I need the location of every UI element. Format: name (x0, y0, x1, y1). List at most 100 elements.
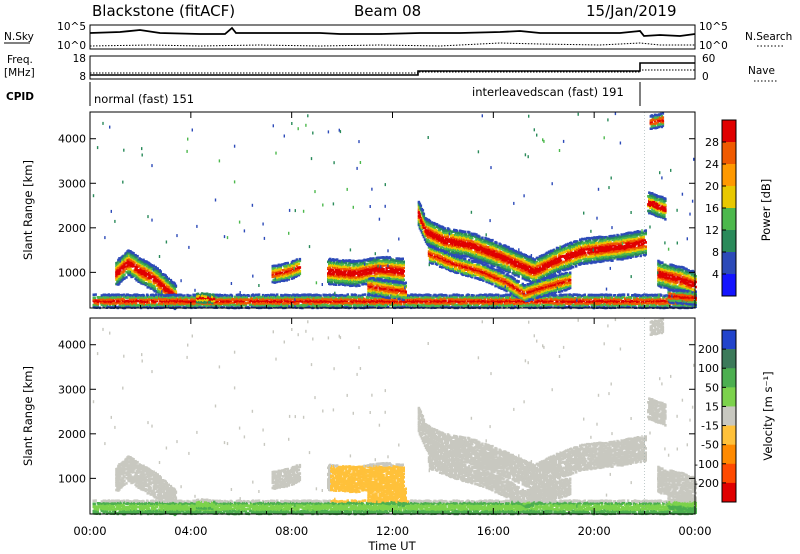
power-cell-857 (148, 303, 151, 307)
power-cell-1940 (353, 301, 357, 304)
power-cell-4921 (404, 290, 407, 294)
power-cell-470 (164, 285, 167, 289)
power-cell-1997 (363, 293, 367, 296)
power-cell-309 (147, 277, 150, 281)
power-cell-2014 (367, 303, 371, 307)
power-cell-2391 (439, 302, 442, 305)
power-cell-2118 (387, 302, 390, 305)
power-cell-3947 (298, 257, 302, 261)
power-cell-474 (164, 274, 167, 277)
power-cell-152 (130, 261, 133, 265)
power-cell-202 (136, 268, 139, 272)
noise-right-tick-top: 10^5 (699, 21, 728, 33)
power-cell-2447 (451, 305, 454, 309)
power-cell-1360 (242, 293, 246, 297)
power-cell-2393 (439, 295, 442, 299)
power-cell-1061 (186, 298, 189, 301)
power-cell-1298 (230, 301, 234, 305)
beam-label: Beam 08 (354, 2, 421, 20)
power-cell-2490 (459, 304, 462, 307)
power-cell-1334 (237, 293, 241, 296)
power-cell-1650 (299, 295, 302, 299)
power-cell-1987 (361, 293, 365, 297)
power-cell-574 (174, 292, 178, 295)
power-cell-2363 (433, 295, 436, 298)
power-cell-2349 (431, 306, 434, 309)
power-cell-1135 (199, 303, 202, 307)
power-cell-1260 (223, 293, 226, 297)
power-cell-4492 (382, 268, 385, 271)
power-cell-758 (127, 296, 131, 299)
power-cell-160 (131, 272, 134, 275)
power-cell-2016 (367, 295, 371, 298)
power-cell-2423 (445, 294, 448, 298)
power-cell-712 (118, 294, 122, 297)
power-cell-1301 (230, 294, 234, 297)
power-cell-1792 (326, 301, 329, 304)
power-cell-2229 (408, 298, 411, 301)
power-cell-1433 (257, 293, 261, 296)
power-cell-2481 (457, 303, 460, 307)
power-cell-2300 (421, 301, 424, 305)
power-cell-635 (104, 293, 107, 297)
power-cell-1291 (229, 304, 233, 307)
power-cell-1370 (244, 294, 248, 297)
power-cell-168 (132, 264, 135, 268)
power-cell-3943 (298, 272, 302, 276)
power-cell-2516 (463, 298, 466, 301)
power-cell-2588 (477, 297, 481, 301)
power-cell-178 (133, 261, 136, 264)
power-cell-751 (126, 303, 130, 307)
power-cell-1238 (219, 300, 222, 303)
power-cell-128 (128, 271, 131, 275)
power-cell-2107 (384, 301, 388, 304)
power-cell-1739 (315, 293, 318, 297)
power-cell-609 (98, 296, 101, 299)
power-cell-816 (138, 296, 142, 299)
power-cell-1744 (317, 304, 320, 307)
power-cell-224 (138, 262, 141, 266)
power-cell-2578 (475, 301, 479, 305)
power-cell-1518 (274, 306, 277, 309)
power-cell-1575 (284, 296, 287, 299)
power-cell-220 (138, 273, 141, 276)
power-cell-1245 (220, 296, 223, 299)
power-cell-583 (92, 293, 95, 297)
power-cell-1947 (354, 297, 358, 301)
power-cell-1949 (354, 293, 358, 297)
power-cell-2054 (374, 298, 378, 302)
power-cell-3761 (213, 294, 216, 298)
power-cell-2574 (474, 298, 478, 301)
power-cell-305 (147, 285, 150, 289)
power-cell-404 (157, 272, 160, 276)
power-cell-263 (142, 281, 145, 284)
power-cell-4171 (349, 267, 352, 270)
power-cell-151 (130, 263, 133, 266)
power-cell-1501 (270, 298, 273, 301)
power-cell-2079 (379, 298, 383, 301)
power-cell-330 (149, 276, 152, 280)
nave-right-tick-bottom: 0 (702, 71, 709, 83)
power-cell-4517 (385, 267, 388, 270)
power-cell-1699 (308, 298, 311, 301)
power-cell-2581 (476, 304, 480, 307)
power-cell-1448 (260, 296, 264, 300)
power-cell-2311 (423, 293, 426, 297)
power-cell-1603 (290, 300, 293, 304)
power-cell-594 (94, 293, 97, 296)
power-cell-188 (134, 253, 137, 257)
power-cell-1607 (291, 297, 294, 300)
power-cell-2157 (395, 301, 398, 305)
power-cell-91 (123, 260, 126, 264)
power-cell-1538 (277, 300, 280, 304)
power-cell-896 (155, 293, 158, 296)
power-cell-2004 (365, 302, 369, 305)
power-cell-167 (132, 274, 135, 278)
power-cell-1584 (286, 296, 289, 299)
power-cell-1577 (285, 305, 288, 309)
power-cell-679 (112, 299, 116, 303)
power-cell-1901 (345, 303, 348, 306)
power-cell-3945 (298, 266, 302, 269)
power-cell-1253 (222, 303, 225, 307)
power-cell-2478 (456, 298, 459, 301)
